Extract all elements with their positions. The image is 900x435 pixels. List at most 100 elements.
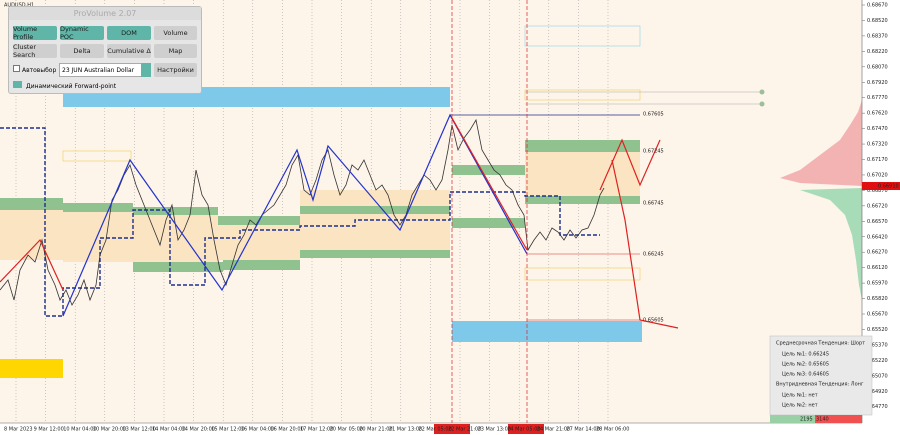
zone — [0, 359, 63, 378]
handle — [759, 89, 765, 95]
panel: ProVolume 2.07 Volume Profile Dynamic PO… — [8, 6, 202, 94]
handle — [759, 101, 765, 107]
time-axis — [0, 423, 862, 435]
forward-point: Динамический Forward-point — [26, 83, 117, 90]
time-label: 20 Mar 21:00 — [359, 427, 392, 433]
price-label: 0.65820 — [867, 296, 888, 302]
price-labels: 0.68670 0.68520 0.68370 0.68220 0.68070 0.679… — [862, 3, 888, 410]
price-label: 0.65520 — [867, 327, 888, 333]
zone — [133, 214, 218, 262]
zone — [223, 260, 300, 270]
level-label: 0.67245 — [643, 149, 664, 155]
price-label: 0.65670 — [867, 312, 888, 318]
zone — [525, 140, 640, 152]
zone-outline — [524, 25, 641, 47]
price-label: 0.65970 — [867, 281, 888, 287]
projection — [599, 138, 661, 191]
button[interactable]: Dynamic POC — [60, 25, 104, 41]
level-label: 0.67605 — [643, 112, 664, 118]
time-label: 15 Mar 12:00 — [211, 427, 244, 433]
info-line: Внутридневная Тенденция: Лонг — [776, 382, 864, 388]
price-label: 0.68370 — [867, 33, 888, 39]
level-label: 0.65605 — [643, 318, 664, 324]
time-label: 24 Mar 21:00 — [537, 427, 570, 433]
zone — [300, 250, 450, 258]
info-line: Цель №2: нет — [782, 403, 818, 409]
time-label: 28 Mar 06:00 — [596, 427, 629, 433]
time-label: 8 Mar 2023 — [4, 427, 33, 433]
button[interactable]: Delta — [60, 44, 104, 58]
histogram-buy — [800, 188, 862, 300]
volume-left: 2195 — [800, 417, 813, 423]
price-label: 0.68520 — [867, 18, 888, 24]
info-box — [769, 335, 873, 416]
time-label: 16 Mar 04:00 — [241, 427, 274, 433]
checkbox[interactable] — [13, 65, 20, 72]
projection — [611, 159, 679, 329]
time-label: 17 Mar 12:00 — [300, 427, 333, 433]
price-label: 0.68070 — [867, 64, 888, 70]
price-label: 0.67020 — [867, 172, 888, 178]
current-price-box — [862, 182, 900, 190]
button[interactable]: DOM — [107, 26, 151, 40]
info-line: Цель №3: 0.64605 — [782, 372, 829, 378]
price-label: 0.64920 — [867, 389, 888, 395]
forward-point-row[interactable]: Динамический Forward-point — [13, 81, 116, 90]
zone — [63, 203, 133, 212]
toggle[interactable] — [13, 81, 22, 88]
time-label: 14 Mar 04:00 — [152, 427, 185, 433]
dropdown-arrow[interactable] — [141, 63, 151, 77]
time-label: 24 Mar 05:00 — [507, 427, 540, 433]
button[interactable]: Cumulative Δ — [107, 44, 151, 58]
price-label: 0.67320 — [867, 142, 888, 148]
checkbox-label[interactable]: Автовыбор — [13, 65, 56, 74]
time-label: 16 Mar 20:00 — [270, 427, 303, 433]
zone — [218, 225, 300, 260]
symbol: AUDUSD,H1 — [4, 3, 34, 9]
price-label: 0.67470 — [867, 126, 888, 132]
price-label: 0.65370 — [867, 342, 888, 348]
volume-buy — [770, 415, 815, 423]
histogram-sell — [780, 100, 862, 186]
volume-histogram — [780, 100, 862, 300]
price-label: 0.66570 — [867, 219, 888, 225]
button[interactable]: Настройки — [154, 63, 197, 77]
current-price: 0.66910 — [878, 184, 899, 190]
button[interactable]: Cluster Search — [13, 43, 57, 59]
level-label: 0.66245 — [643, 252, 664, 258]
time-label: 20 Mar 05:00 — [330, 427, 363, 433]
price-label: 0.66870 — [867, 188, 888, 194]
panel-title: ProVolume 2.07 — [9, 7, 201, 20]
auto-select: Автовыбор — [22, 67, 57, 74]
zone — [452, 321, 642, 342]
info-line: Цель №1: нет — [782, 393, 818, 399]
volume-sell — [815, 415, 862, 423]
level-label: 0.66745 — [643, 201, 664, 207]
time-label: 22 Mar 05:00 — [418, 427, 451, 433]
price-label: 0.68670 — [867, 3, 888, 9]
time-label: 22 Mar 21:00 — [448, 427, 481, 433]
zone-outline — [524, 267, 641, 281]
price-label: 0.64770 — [867, 404, 888, 410]
price-label: 0.67620 — [867, 111, 888, 117]
volume-right: 3140 — [816, 417, 829, 423]
price-line — [0, 118, 605, 306]
instrument-select[interactable]: 23 JUN Australian Dollar — [59, 63, 149, 77]
time-label: 23 Mar 13:00 — [478, 427, 511, 433]
button[interactable]: Map — [154, 44, 197, 58]
time-label: 14 Mar 20:00 — [182, 427, 215, 433]
time-label: 13 Mar 12:00 — [122, 427, 155, 433]
price-label: 0.67170 — [867, 157, 888, 163]
highlight — [508, 424, 544, 434]
time-label: 21 Mar 13:00 — [389, 427, 422, 433]
button[interactable]: Volume — [154, 26, 197, 40]
button[interactable]: Volume Profile — [13, 25, 57, 41]
zigzag — [62, 113, 528, 317]
zone — [133, 262, 223, 272]
time-label: 10 Mar 04:00 — [63, 427, 96, 433]
time-label: 9 Mar 12:00 — [34, 427, 64, 433]
highlight — [434, 424, 470, 434]
